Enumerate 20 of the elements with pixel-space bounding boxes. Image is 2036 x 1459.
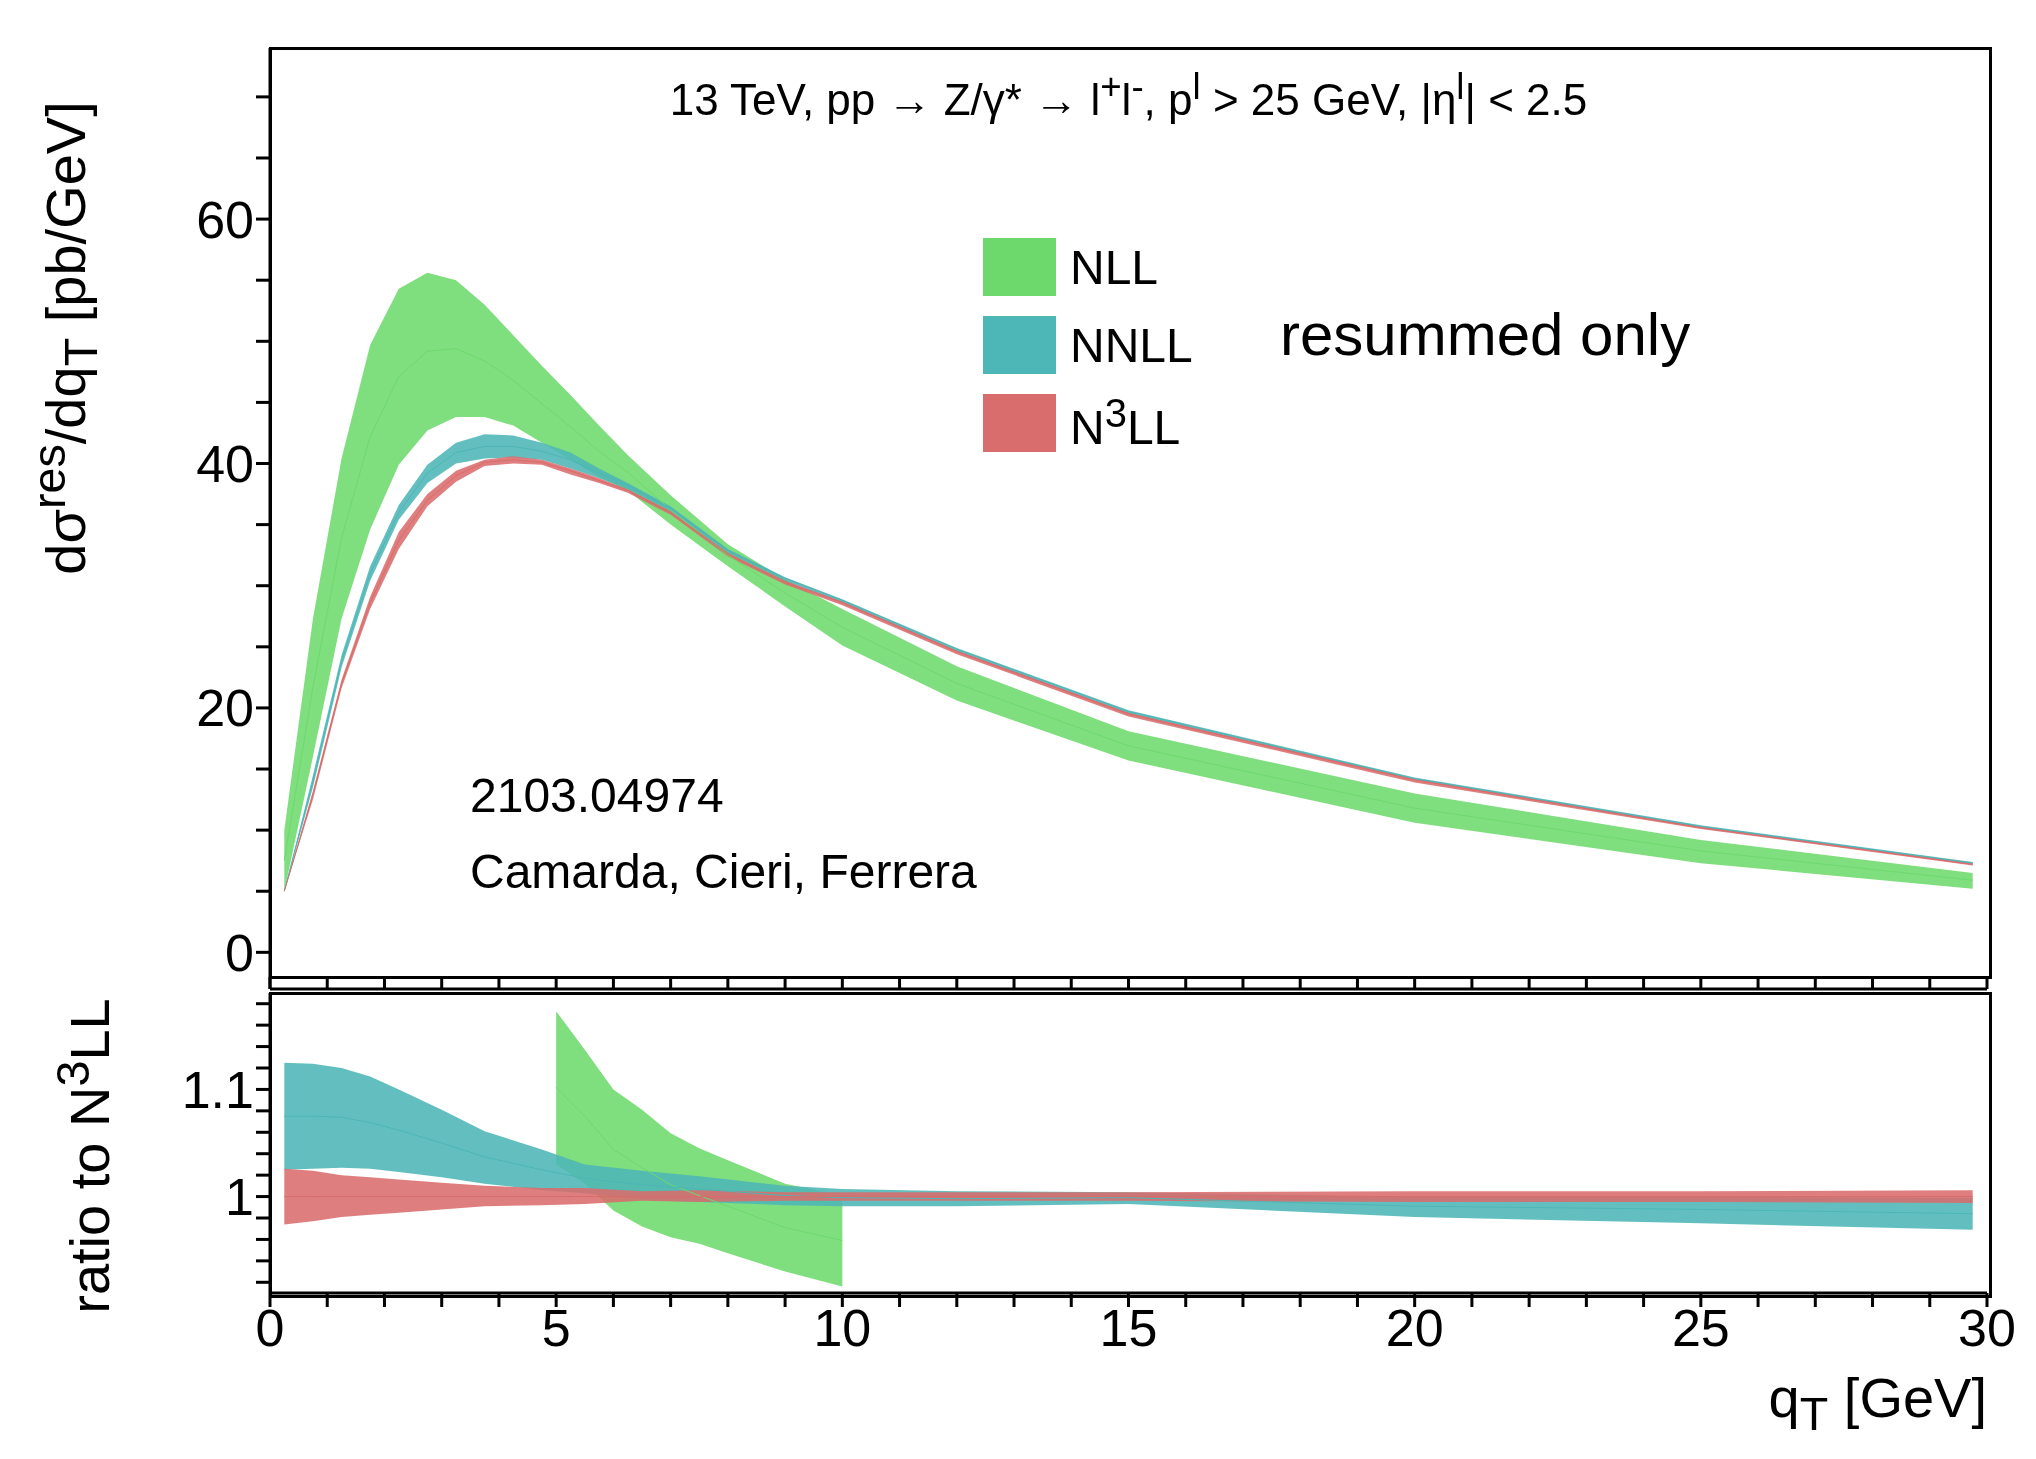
chart-title: 13 TeV, pp → Z/γ* → l$^{+}$l$^{-}$, p$^{l}$ > 25 GeV, |η$^{l}$| < 2.5	[669, 66, 1588, 124]
y-tick-label: 1	[225, 1168, 254, 1227]
legend-label: NNLL	[1070, 317, 1193, 373]
y-tick-label: 0	[225, 923, 254, 982]
x-tick-label: 30	[1958, 1298, 2016, 1357]
legend-label: NLL	[1070, 239, 1159, 295]
x-axis-title: q$_{T}$ [GeV]	[1768, 1365, 1987, 1441]
x-tick-label: 10	[813, 1298, 872, 1357]
annotation: resummed only	[1280, 300, 1691, 369]
annotation: Camarda, Cieri, Ferrera	[470, 844, 977, 899]
x-tick-label: 25	[1671, 1298, 1730, 1357]
y-tick-label: 20	[196, 679, 254, 738]
y-tick-label: 1.1	[181, 1060, 254, 1119]
legend-label: N$^{3}$LL	[1070, 391, 1181, 455]
y-tick-label: 40	[196, 434, 254, 493]
y-tick-label: 60	[196, 190, 254, 249]
x-tick-label: 15	[1099, 1298, 1158, 1357]
x-tick-label: 20	[1385, 1298, 1444, 1357]
x-tick-label: 5	[541, 1298, 571, 1357]
annotation: 2103.04974	[470, 768, 724, 823]
